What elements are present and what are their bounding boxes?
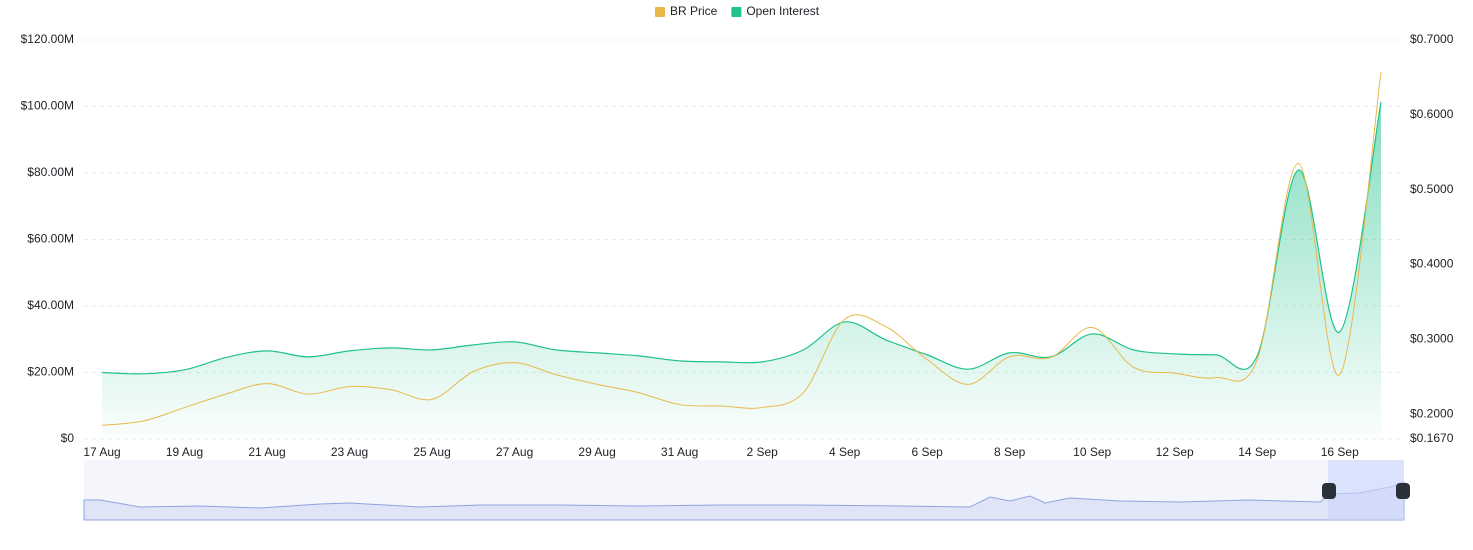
x-tick-label: 16 Sep: [1321, 445, 1359, 459]
y2-tick-label: $0.4000: [1410, 257, 1454, 271]
x-tick-label: 17 Aug: [83, 445, 120, 459]
x-tick-label: 4 Sep: [829, 445, 861, 459]
x-tick-label: 23 Aug: [331, 445, 368, 459]
legend-item[interactable]: BR Price: [655, 4, 718, 18]
y-tick-label: $80.00M: [27, 165, 74, 179]
y-tick-label: $60.00M: [27, 232, 74, 246]
x-tick-label: 8 Sep: [994, 445, 1026, 459]
line: [101, 101, 1382, 375]
y2-tick-label: $0.1670: [1410, 431, 1454, 445]
navigator[interactable]: [83, 460, 1410, 521]
y-tick-label: $100.00M: [21, 99, 74, 113]
navigator-selection[interactable]: [1328, 460, 1404, 520]
y-tick-label: $120.00M: [21, 32, 74, 46]
x-tick-label: 6 Sep: [911, 445, 943, 459]
y2-tick-label: $0.3000: [1410, 332, 1454, 346]
x-tick-label: 2 Sep: [746, 445, 778, 459]
x-tick-label: 31 Aug: [661, 445, 698, 459]
line: [101, 72, 1382, 426]
y2-tick-label: $0.2000: [1410, 406, 1454, 420]
y-tick-label: $40.00M: [27, 298, 74, 312]
legend-label: BR Price: [670, 4, 718, 18]
y2-tick-label: $0.6000: [1410, 107, 1454, 121]
x-tick-label: 14 Sep: [1238, 445, 1276, 459]
y-tick-label: $20.00M: [27, 365, 74, 379]
legend-item[interactable]: Open Interest: [731, 4, 820, 18]
navigator-handle[interactable]: [1322, 483, 1336, 499]
x-tick-label: 12 Sep: [1156, 445, 1194, 459]
x-tick-label: 10 Sep: [1073, 445, 1111, 459]
x-tick-label: 19 Aug: [166, 445, 203, 459]
y-tick-label: $0: [61, 431, 75, 445]
x-tick-label: 29 Aug: [578, 445, 615, 459]
legend-swatch: [731, 7, 742, 17]
legend-swatch: [655, 7, 665, 17]
x-tick-label: 25 Aug: [413, 445, 450, 459]
y2-tick-label: $0.5000: [1410, 182, 1454, 196]
y2-tick-label: $0.7000: [1410, 32, 1454, 46]
x-tick-label: 21 Aug: [248, 445, 285, 459]
x-tick-label: 27 Aug: [496, 445, 533, 459]
legend-label: Open Interest: [746, 4, 819, 18]
area: [102, 101, 1381, 439]
navigator-handle[interactable]: [1396, 483, 1410, 499]
